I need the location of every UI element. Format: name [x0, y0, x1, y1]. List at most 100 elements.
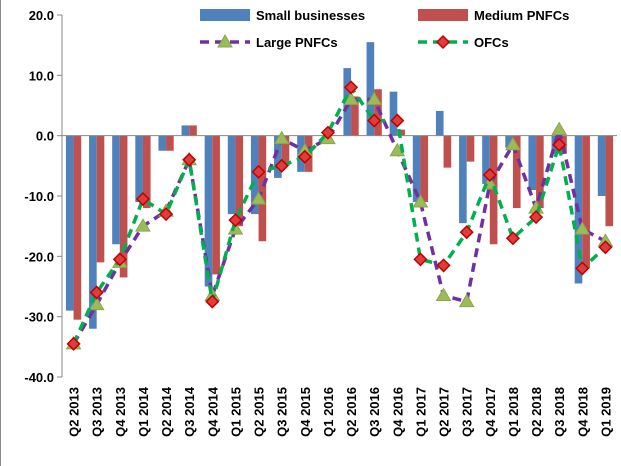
bar: [212, 135, 220, 275]
bar: [112, 135, 120, 245]
marker: [575, 261, 590, 276]
x-tick-label: Q3 2017: [460, 387, 475, 437]
x-tick-label: Q4 2017: [483, 387, 498, 437]
marker: [413, 252, 428, 267]
bar: [281, 135, 290, 166]
bar: [274, 135, 282, 178]
marker: [412, 194, 429, 208]
bar: [235, 135, 244, 227]
marker: [135, 218, 151, 232]
x-tick-label: Q1 2019: [598, 387, 613, 437]
bar: [351, 96, 359, 136]
x-tick-label: Q3 2014: [182, 386, 197, 437]
marker: [273, 130, 290, 145]
bar: [181, 125, 190, 136]
marker: [251, 164, 266, 179]
marker: [274, 158, 289, 173]
bar: [605, 135, 614, 227]
legend-label: OFCs: [474, 35, 509, 50]
marker: [482, 167, 497, 182]
x-tick-label: Q1 2016: [321, 387, 336, 437]
bar: [135, 135, 143, 203]
bar: [435, 110, 444, 136]
x-tick-label: Q2 2016: [344, 387, 359, 437]
x-tick-label: Q3 2013: [90, 387, 105, 437]
bar: [420, 135, 429, 203]
x-tick-label: Q2 2018: [529, 387, 544, 437]
bar: [482, 135, 490, 184]
x-tick-label: Q1 2014: [136, 386, 151, 437]
bar: [374, 89, 382, 136]
bar: [366, 42, 375, 136]
marker: [228, 213, 243, 228]
bar: [597, 135, 606, 196]
x-tick-label: Q4 2014: [205, 386, 220, 437]
bar: [536, 135, 544, 209]
y-tick-label: -30.0: [24, 310, 54, 325]
bar: [189, 125, 197, 136]
marker: [551, 121, 568, 136]
marker: [529, 210, 544, 225]
line: [72, 97, 607, 345]
marker: [217, 34, 233, 48]
bar: [582, 135, 590, 269]
legend-label: Large PNFCs: [256, 35, 338, 50]
x-tick-label: Q3 2015: [275, 387, 290, 437]
marker: [66, 336, 81, 351]
marker: [89, 285, 104, 300]
x-tick-label: Q1 2017: [413, 387, 428, 437]
marker: [112, 252, 127, 267]
y-tick-label: -10.0: [24, 189, 54, 204]
bar: [389, 91, 398, 136]
marker: [598, 240, 613, 255]
marker: [366, 91, 383, 105]
bar: [89, 135, 97, 329]
marker: [435, 34, 451, 50]
x-tick-label: Q4 2015: [298, 387, 313, 437]
y-tick-label: -40.0: [24, 370, 54, 385]
marker: [436, 258, 451, 273]
x-tick-label: Q3 2016: [367, 387, 382, 437]
y-tick-label: 0.0: [36, 129, 54, 144]
marker: [159, 207, 174, 222]
bar: [73, 135, 82, 320]
legend-label: Medium PNFCs: [474, 8, 569, 23]
x-tick-label: Q2 2017: [437, 387, 452, 437]
marker: [297, 149, 312, 164]
x-tick-label: Q3 2018: [552, 387, 567, 437]
bar: [258, 135, 267, 242]
x-tick-label: Q2 2014: [159, 386, 174, 437]
bar: [65, 135, 74, 311]
x-tick-label: Q1 2015: [228, 387, 243, 437]
marker: [459, 225, 474, 240]
bar: [158, 135, 167, 151]
legend-label: Small businesses: [256, 8, 365, 23]
bar: [528, 135, 537, 190]
bar: [505, 135, 513, 148]
y-tick-label: 20.0: [29, 8, 54, 23]
legend-swatch: [200, 9, 250, 21]
line: [71, 84, 607, 345]
marker: [205, 294, 220, 309]
marker: [320, 125, 335, 140]
bar: [512, 135, 521, 209]
marker: [574, 221, 591, 235]
bar: [204, 135, 213, 287]
bar: [227, 135, 236, 215]
bar: [412, 135, 421, 203]
bar: [142, 135, 151, 209]
marker: [367, 113, 382, 128]
legend-swatch: [418, 9, 468, 21]
bar: [166, 135, 174, 151]
bar: [459, 135, 467, 224]
marker: [458, 293, 475, 308]
y-tick-label: -20.0: [24, 249, 54, 264]
x-tick-label: Q4 2013: [113, 387, 128, 437]
marker: [390, 113, 405, 128]
bar: [119, 135, 128, 278]
bar: [96, 135, 105, 263]
marker: [343, 91, 359, 105]
marker: [435, 287, 452, 302]
marker: [505, 136, 521, 151]
